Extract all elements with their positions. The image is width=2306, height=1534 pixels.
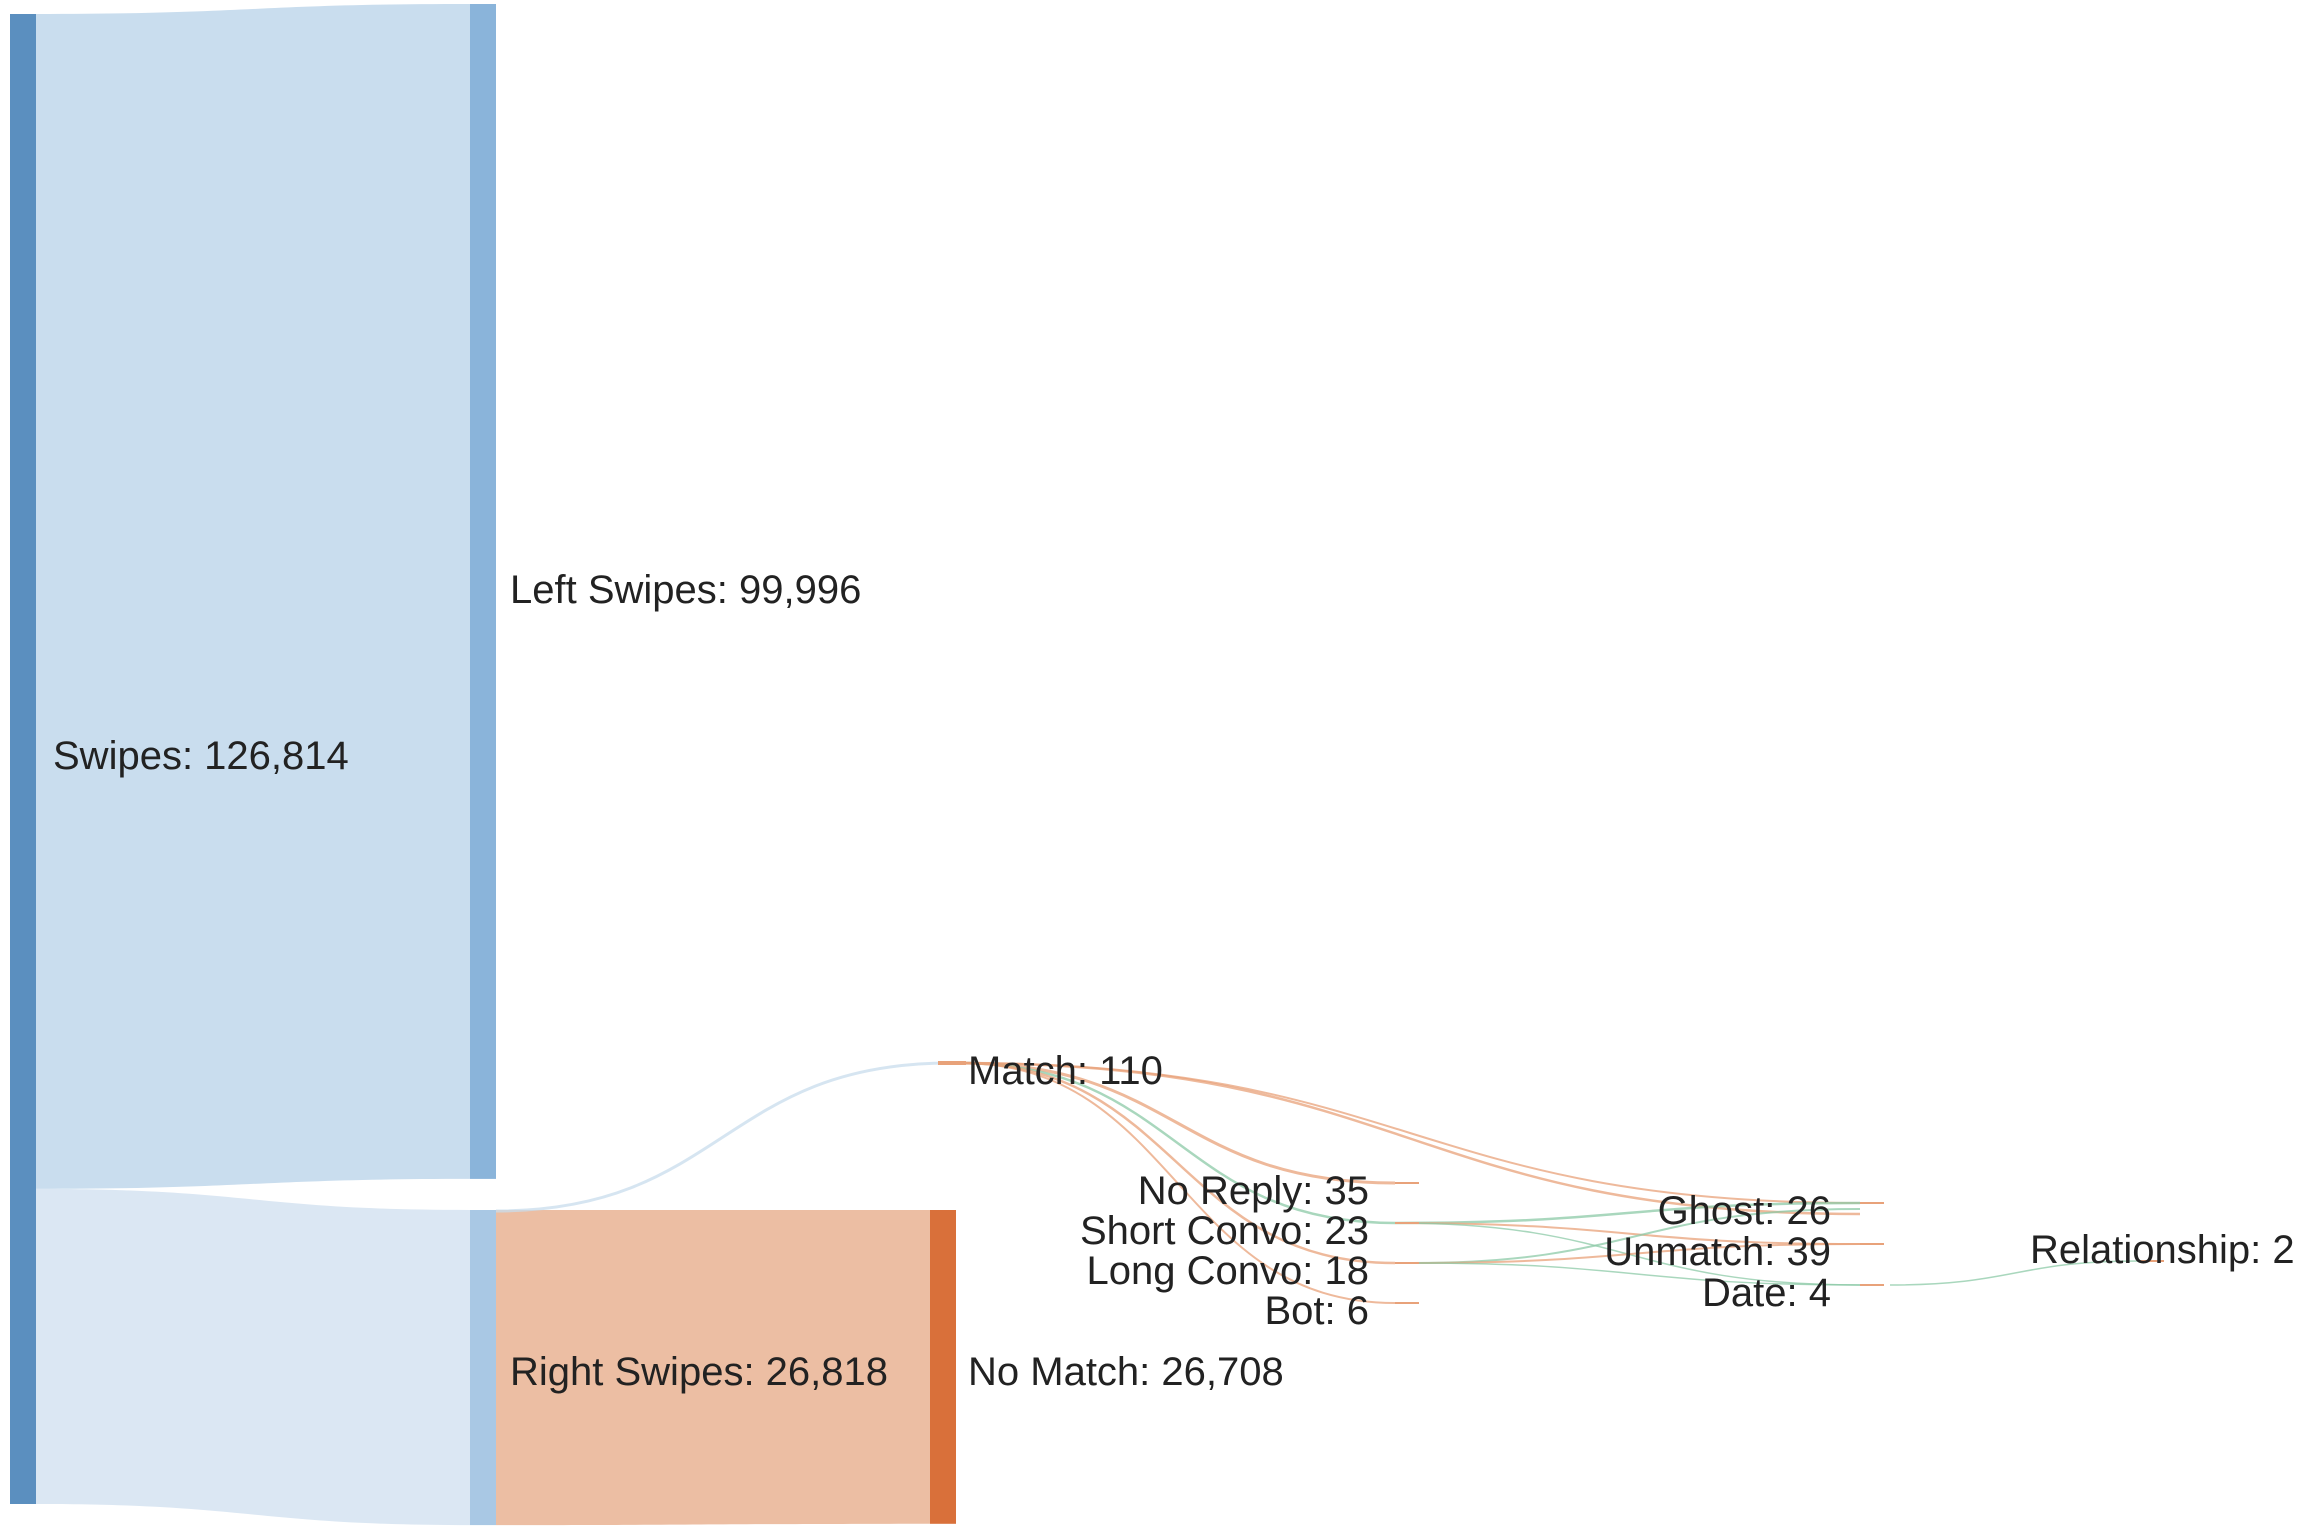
link-shortconvo-ghost xyxy=(1394,1201,1861,1225)
link-swipes-right xyxy=(36,1188,470,1526)
node-label-swipes: Swipes: 126,814 xyxy=(53,734,349,778)
node-label-relationship: Relationship: 2 xyxy=(2030,1228,2295,1272)
node-bot xyxy=(1395,1302,1419,1304)
node-label-long-convo: Long Convo: 18 xyxy=(1086,1249,1369,1293)
node-unmatch xyxy=(1860,1243,1884,1245)
node-label-no-reply: No Reply: 35 xyxy=(1137,1169,1369,1213)
node-label-unmatch: Unmatch: 39 xyxy=(1604,1230,1831,1274)
links-layer xyxy=(36,4,2141,1526)
link-shortconvo-unmatch xyxy=(1394,1222,1861,1245)
link-right-nomatch xyxy=(496,1210,930,1526)
link-longconvo-date xyxy=(1412,1262,1861,1286)
link-longconvo-ghost xyxy=(1412,1208,1861,1264)
node-label-ghost: Ghost: 26 xyxy=(1657,1189,1831,1233)
node-no-reply xyxy=(1395,1182,1419,1184)
node-short-convo xyxy=(1395,1222,1419,1224)
node-match xyxy=(938,1061,966,1065)
node-relationship xyxy=(2140,1260,2164,1262)
link-match-ghost xyxy=(959,1062,1861,1204)
link-right-match xyxy=(495,1061,951,1213)
node-swipes xyxy=(10,14,36,1504)
link-match-noreply xyxy=(959,1061,1396,1185)
node-label-no-match: No Match: 26,708 xyxy=(968,1350,1284,1394)
node-label-bot: Bot: 6 xyxy=(1264,1289,1369,1333)
node-label-match: Match: 110 xyxy=(968,1049,1163,1093)
nodes-layer xyxy=(10,4,2164,1526)
node-label-short-convo: Short Convo: 23 xyxy=(1079,1209,1369,1253)
link-match-shortconvo xyxy=(959,1061,1396,1225)
node-long-convo xyxy=(1395,1262,1419,1264)
link-longconvo-unmatch xyxy=(1412,1243,1861,1264)
node-right-swipes xyxy=(470,1210,496,1526)
link-swipes-left xyxy=(36,4,470,1189)
node-label-left-swipes: Left Swipes: 99,996 xyxy=(510,568,862,612)
link-date-relationship xyxy=(1889,1260,2141,1286)
node-ghost xyxy=(1860,1202,1884,1204)
node-date xyxy=(1860,1284,1884,1286)
node-no-match xyxy=(930,1210,956,1524)
node-label-right-swipes: Right Swipes: 26,818 xyxy=(510,1350,889,1394)
node-left-swipes xyxy=(470,4,496,1179)
link-match-longconvo xyxy=(959,1061,1396,1265)
link-match-bot xyxy=(959,1062,1396,1304)
node-label-date: Date: 4 xyxy=(1702,1271,1831,1315)
